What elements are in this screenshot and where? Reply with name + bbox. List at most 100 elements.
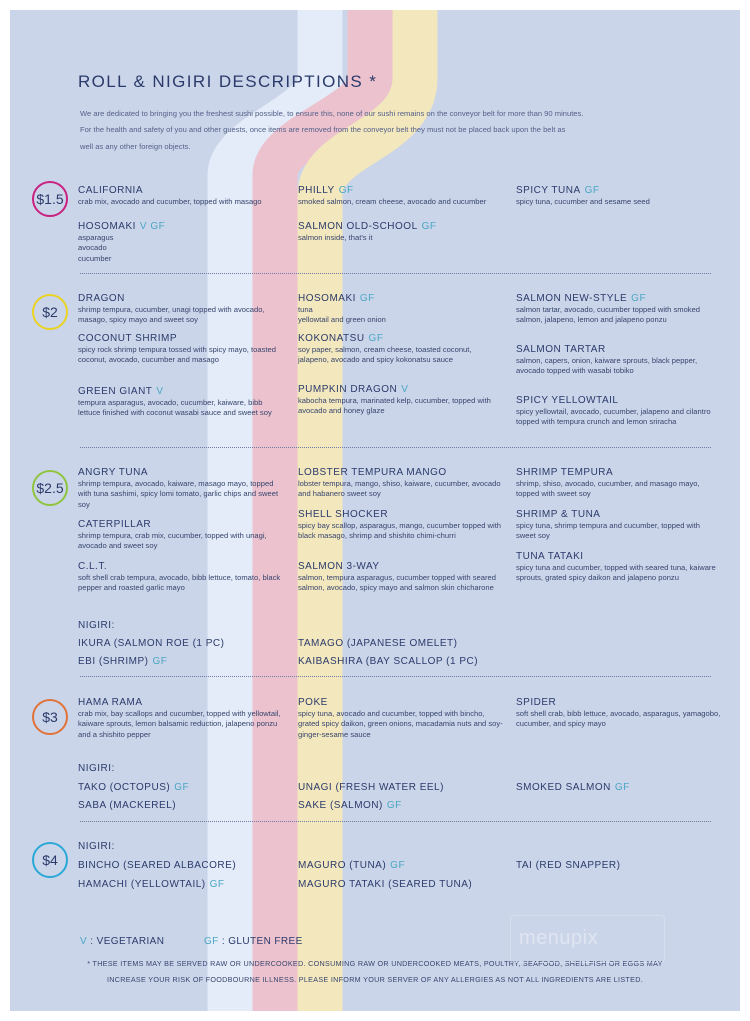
menu-item-description: crab mix, avocado and cucumber, topped w…	[78, 197, 262, 206]
menu-item-title: SHRIMP & TUNA	[516, 509, 601, 520]
menu-item: HOSOMAKI V GF asparagus avocado cucumber	[78, 221, 283, 264]
nigiri-item: MAGURO TATAKI (SEARED TUNA)	[298, 879, 503, 891]
nigiri-item: UNAGI (FRESH WATER EEL)	[298, 782, 503, 794]
nigiri-item-title: KAIBASHIRA (BAY SCALLOP (1 PC)	[298, 656, 479, 667]
menu-item-diet-tag: V GF	[139, 221, 166, 232]
nigiri-item: HAMACHI (YELLOWTAIL) GF	[78, 879, 283, 891]
menu-item: SPICY YELLOWTAIL spicy yellowtail, avocad…	[516, 395, 721, 428]
menu-item-name: DRAGON	[78, 293, 283, 305]
menu-item: SALMON TARTAR salmon, capers, onion, kaiw…	[516, 344, 721, 377]
menu-item-diet-tag: GF	[368, 333, 384, 344]
nigiri-item-title: SABA (MACKEREL)	[78, 800, 177, 811]
menu-item-name: SALMON TARTAR	[516, 344, 721, 356]
menu-item-name: SHRIMP & TUNA	[516, 509, 721, 521]
nigiri-item-name: MAGURO (TUNA) GF	[298, 860, 503, 872]
menu-item-description: shrimp tempura, avocado, kaiware, masago…	[78, 479, 279, 509]
conveyor-stripes-graphic	[207, 10, 438, 1011]
menu-item-description: spicy tuna, cucumber and sesame seed	[516, 197, 650, 206]
menu-item-description: spicy rock shrimp tempura tossed with sp…	[78, 345, 276, 365]
menu-item-name: GREEN GIANT V	[78, 386, 283, 398]
nigiri-item-title: BINCHO (SEARED ALBACORE)	[78, 860, 237, 871]
menu-item-name: SALMON 3-WAY	[298, 561, 503, 573]
menu-item-description: crab mix, bay scallops and cucumber, top…	[78, 709, 281, 739]
menu-item-title: PHILLY	[298, 185, 335, 196]
page-title: ROLL & NIGIRI DESCRIPTIONS *	[78, 72, 378, 91]
menu-item-description: lobster tempura, mango, shiso, kaiware, …	[298, 479, 501, 499]
menu-item: PHILLY GF smoked salmon, cream cheese, avo…	[298, 185, 503, 207]
menu-item-title: DRAGON	[78, 293, 125, 304]
menu-item-title: ANGRY TUNA	[78, 467, 149, 478]
nigiri-item-diet-tag: GF	[174, 782, 190, 793]
watermark: menupix	[510, 915, 665, 963]
price-circle-4: $4	[32, 842, 68, 878]
nigiri-item: EBI (SHRIMP) GF	[78, 656, 283, 668]
nigiri-item-name: SABA (MACKEREL)	[78, 800, 283, 812]
menu-item-description: kabocha tempura, marinated kelp, cucumbe…	[298, 396, 491, 416]
menu-item-description: shrimp tempura, crab mix, cucumber, topp…	[78, 531, 267, 551]
menu-item-title: GREEN GIANT	[78, 386, 153, 397]
menu-item-name: HAMA RAMA	[78, 697, 283, 709]
nigiri-item: SAKE (SALMON) GF	[298, 800, 503, 812]
menu-item-name: CALIFORNIA	[78, 185, 283, 197]
menu-item-title: PUMPKIN DRAGON	[298, 384, 398, 395]
stripe-pink	[252, 10, 393, 1011]
menu-item-title: C.L.T.	[78, 561, 108, 572]
menu-item: ANGRY TUNA shrimp tempura, avocado, kaiwa…	[78, 467, 283, 510]
price-circle-0: $1.5	[32, 181, 68, 217]
legend-gf-text: : GLUTEN FREE	[221, 936, 303, 947]
menu-item-description: salmon, capers, onion, kaiware sprouts, …	[516, 356, 698, 376]
nigiri-item-name: MAGURO TATAKI (SEARED TUNA)	[298, 879, 503, 891]
menu-item: SHELL SHOCKER spicy bay scallop, asparagu…	[298, 509, 503, 542]
section-divider	[80, 273, 711, 274]
intro-line-1: We are dedicated to bringing you the fre…	[80, 109, 584, 118]
menu-item-description: salmon tartar, avocado, cucumber topped …	[516, 305, 701, 325]
menu-item-name: HOSOMAKI GF	[298, 293, 503, 305]
menu-item-description: spicy bay scallop, asparagus, mango, cuc…	[298, 521, 502, 541]
menu-item-title: SALMON TARTAR	[516, 344, 606, 355]
menu-item-diet-tag: GF	[421, 221, 437, 232]
menu-item-description: soy paper, salmon, cream cheese, toasted…	[298, 345, 472, 365]
menu-item-name: COCONUT SHRIMP	[78, 333, 283, 345]
menu-item-title: SALMON OLD-SCHOOL	[298, 221, 418, 232]
menu-item-name: SALMON OLD-SCHOOL GF	[298, 221, 503, 233]
menu-item-name: SPIDER	[516, 697, 721, 709]
nigiri-item-title: TAKO (OCTOPUS)	[78, 782, 171, 793]
nigiri-item: BINCHO (SEARED ALBACORE)	[78, 860, 283, 872]
menu-item-title: HOSOMAKI	[78, 221, 136, 232]
section-divider	[80, 821, 711, 822]
nigiri-heading: NIGIRI:	[78, 620, 115, 631]
menu-item-title: POKE	[298, 697, 328, 708]
menu-item-name: KOKONATSU GF	[298, 333, 503, 345]
nigiri-item-name: TAI (RED SNAPPER)	[516, 860, 721, 872]
menu-item-title: SHRIMP TEMPURA	[516, 467, 614, 478]
menu-item-title: HOSOMAKI	[298, 293, 356, 304]
nigiri-item-title: IKURA (SALMON ROE (1 PC)	[78, 638, 225, 649]
menu-item-description: spicy tuna and cucumber, topped with sea…	[516, 563, 716, 583]
menu-item-name: SHRIMP TEMPURA	[516, 467, 721, 479]
menu-item: LOBSTER TEMPURA MANGO lobster tempura, ma…	[298, 467, 503, 500]
menu-item: CATERPILLAR shrimp tempura, crab mix, cuc…	[78, 519, 283, 552]
legend-gf-key: GF	[204, 936, 219, 947]
menu-item-name: TUNA TATAKI	[516, 551, 721, 563]
menu-item-description: shrimp, shiso, avocado, cucumber, and ma…	[516, 479, 700, 499]
menu-item-title: LOBSTER TEMPURA MANGO	[298, 467, 447, 478]
price-circle-2: $2.5	[32, 470, 68, 506]
nigiri-item-diet-tag: GF	[386, 800, 402, 811]
menu-item-description: spicy yellowtail, avocado, cucumber, jal…	[516, 407, 711, 427]
watermark-text: menupix	[519, 927, 599, 949]
menu-item-name: SPICY TUNA GF	[516, 185, 721, 197]
menu-item-name: LOBSTER TEMPURA MANGO	[298, 467, 503, 479]
menu-item: COCONUT SHRIMP spicy rock shrimp tempura …	[78, 333, 283, 366]
nigiri-heading: NIGIRI:	[78, 763, 115, 774]
nigiri-item-name: BINCHO (SEARED ALBACORE)	[78, 860, 283, 872]
menu-item-title: CALIFORNIA	[78, 185, 144, 196]
nigiri-item-title: EBI (SHRIMP)	[78, 656, 149, 667]
menu-item-description: salmon, tempura asparagus, cucumber topp…	[298, 573, 496, 593]
price-circle-3: $3	[32, 699, 68, 735]
nigiri-item-title: TAI (RED SNAPPER)	[516, 860, 621, 871]
menu-item-name: SHELL SHOCKER	[298, 509, 503, 521]
nigiri-item: KAIBASHIRA (BAY SCALLOP (1 PC)	[298, 656, 503, 668]
menu-item-name: POKE	[298, 697, 503, 709]
menu-item-description: spicy tuna, avocado and cucumber, topped…	[298, 709, 503, 739]
menu-item-name: HOSOMAKI V GF	[78, 221, 283, 233]
